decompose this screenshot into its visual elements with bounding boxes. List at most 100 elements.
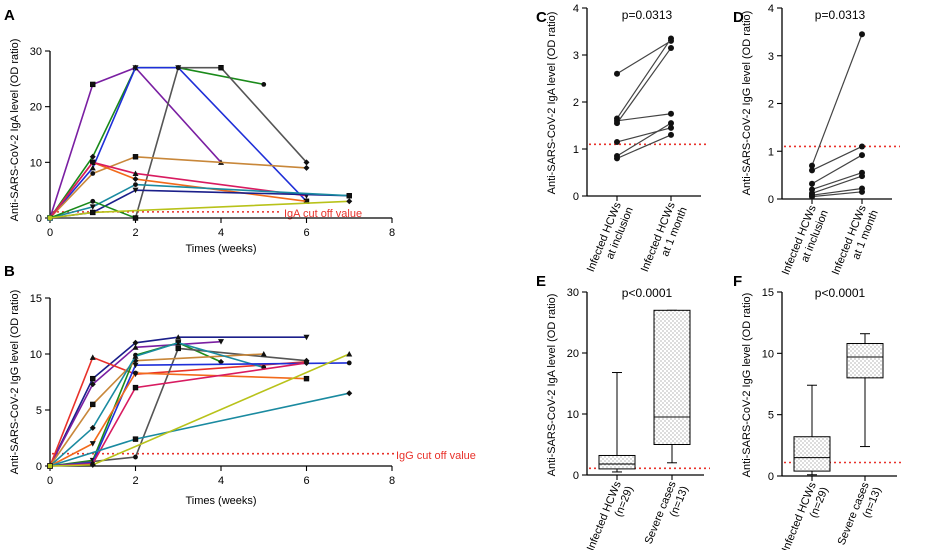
panel-d-category-label: Infected HCWsat 1 month [830, 203, 881, 281]
panel-c-point-1month [668, 110, 674, 117]
panel-b-series-line [49, 353, 264, 467]
panel-e-category-label: Severe cases(n=13) [643, 479, 691, 550]
panel-b-series-point [47, 463, 53, 469]
panel-c-point-1month [668, 35, 674, 42]
panel-e-box [598, 454, 636, 470]
panel-b-x-tick-label: 0 [47, 475, 53, 487]
panel-b-series-point [218, 358, 224, 365]
panel-a-series-point [89, 153, 96, 160]
panel-b-series-point [346, 390, 353, 397]
panel-a-series-point [89, 204, 96, 210]
panel-b-series-point [303, 359, 310, 366]
panel-d-point-1month [859, 152, 865, 159]
panel-c-chart: Anti-SARS-CoV-2 IgA level (OD ratio) p=0… [546, 3, 709, 278]
panel-c-pair-line [616, 47, 672, 124]
panel-b-series-point [90, 401, 96, 408]
panel-b-series-point [132, 362, 139, 369]
panel-a-series-point [132, 170, 139, 176]
panel-a-y-tick-label: 10 [30, 157, 42, 169]
panel-b-series-point [303, 334, 310, 341]
panel-e-category-label: Infected HCWs(n=29) [585, 479, 636, 550]
panel-f-category-label: Severe cases(n=13) [836, 480, 884, 550]
panel-c-pair-line [616, 122, 672, 157]
panel-d-point-inclusion [809, 193, 815, 200]
panel-a-series-line [49, 155, 307, 219]
panel-e-box [653, 309, 691, 445]
panel-a-series-point [346, 198, 353, 205]
panel-d-pair-line [811, 34, 863, 166]
panel-a-series-point [132, 187, 139, 194]
panel-a-series-line [49, 66, 222, 219]
panel-a-series-point [90, 171, 96, 176]
panel-e-ylabel: Anti-SARS-CoV-2 IgA level (OD ratio) [546, 294, 558, 477]
panel-c-point-inclusion [614, 117, 620, 124]
panel-b-series-point [89, 381, 96, 388]
panel-a-series-line [49, 66, 308, 219]
panel-b-series-point [132, 339, 139, 346]
panel-a-series-point [89, 164, 96, 171]
panel-c-y-tick-label: 3 [573, 50, 579, 62]
panel-a-series-point [89, 159, 96, 166]
panel-b-series-line [49, 362, 307, 467]
panel-b-series-point [132, 436, 139, 442]
panel-e-y-tick-label: 0 [573, 470, 579, 482]
panel-d-y-tick-label: 4 [768, 3, 774, 15]
panel-d-pair-line [811, 191, 863, 198]
panel-d-pair-line [811, 145, 863, 171]
panel-b-cutoff-label: IgG cut off value [396, 450, 476, 462]
panel-b-series-point [132, 353, 139, 359]
panel-c-pair-line [616, 127, 672, 143]
panel-a-series-point [303, 164, 310, 171]
panel-b-series-point [303, 375, 310, 382]
panel-a-series-point [90, 81, 96, 88]
panel-c-point-1month [668, 124, 674, 131]
panel-b-y-tick-label: 0 [36, 461, 42, 473]
panel-c-category-label: Infected HCWsat inclusion [585, 200, 636, 278]
panel-c-point-inclusion [614, 70, 620, 77]
panel-d-y-tick-label: 0 [768, 194, 774, 206]
panel-b-series-point [133, 370, 138, 376]
panel-d-point-inclusion [809, 167, 815, 174]
panel-a-series-point [346, 193, 352, 199]
panel-c-pair-line [616, 113, 672, 122]
panel-c-category-label: Infected HCWsat 1 month [639, 200, 690, 278]
panel-e-chart: Anti-SARS-CoV-2 IgA level (OD ratio) p<0… [546, 286, 710, 550]
panel-f-y-tick-label: 0 [768, 471, 774, 483]
panel-b-series-point [132, 384, 139, 391]
panel-b-y-tick-label: 10 [30, 349, 42, 361]
panel-letter-c: C [536, 9, 547, 26]
panel-a-x-tick-label: 8 [389, 227, 395, 239]
panel-a-series-point [90, 198, 96, 204]
panel-d-point-1month [859, 31, 865, 38]
panel-a-y-tick-label: 30 [30, 46, 42, 58]
panel-letter-f: F [733, 273, 742, 290]
panel-a-xlabel: Times (weeks) [185, 243, 256, 255]
panel-a-series-line [49, 183, 350, 219]
panel-b-series-point [346, 351, 353, 357]
panel-letter-d: D [733, 9, 744, 26]
panel-c-point-inclusion [614, 138, 620, 145]
panel-c-point-1month [668, 131, 674, 138]
panel-f-pvalue: p<0.0001 [815, 286, 866, 300]
panel-e-pvalue: p<0.0001 [622, 286, 673, 300]
panel-c-pvalue: p=0.0313 [622, 8, 673, 22]
panel-a-series-point [303, 159, 310, 166]
panel-b-y-tick-label: 5 [36, 405, 42, 417]
panel-b-chart: Anti-SARS-CoV-2 IgG level (OD ratio) Tim… [9, 290, 476, 507]
panel-c-pair-line [616, 40, 672, 75]
panel-a-ylabel: Anti-SARS-CoV-2 IgA level (OD ratio) [9, 39, 21, 222]
panel-a-series-point [47, 215, 53, 221]
panel-b-series-point [89, 424, 96, 431]
panel-a-series-point [261, 82, 267, 87]
panel-b-y-tick-label: 15 [30, 293, 42, 305]
panel-d-pvalue: p=0.0313 [815, 8, 866, 22]
panel-c-pair-line [616, 38, 672, 119]
panel-c-point-inclusion [614, 155, 620, 162]
panel-b-series-point [175, 345, 181, 352]
panel-d-point-1month [859, 188, 865, 195]
panel-a-x-tick-label: 0 [47, 227, 53, 239]
panel-a-cutoff-label: IgA cut off value [284, 208, 362, 220]
panel-c-y-tick-label: 1 [573, 144, 579, 156]
panel-f-chart: Anti-SARS-CoV-2 IgG level (OD ratio) p<0… [741, 286, 903, 550]
